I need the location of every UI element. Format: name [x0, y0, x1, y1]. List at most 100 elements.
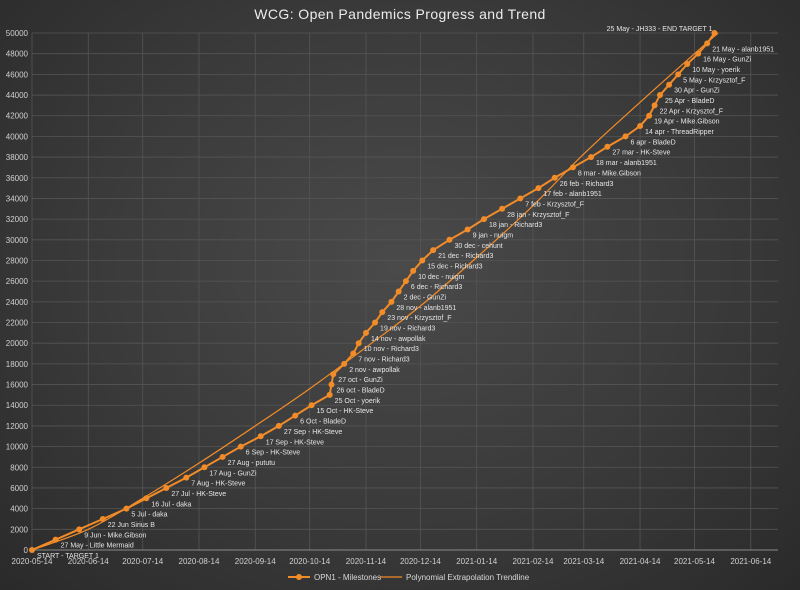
- data-point: [711, 30, 718, 36]
- milestone-label: 28 nov - alanb1951: [396, 305, 456, 312]
- legend: OPN1 - Milestones Polynomial Extrapolatio…: [288, 573, 530, 582]
- milestone-label: 9 Jun - Mike.Gibson: [84, 532, 146, 539]
- y-tick-label: 28000: [6, 256, 29, 265]
- milestone-label: 17 Sep - HK-Steve: [266, 439, 324, 446]
- data-point: [637, 123, 644, 130]
- data-point: [622, 133, 629, 140]
- milestone-label: 10 nov - Richard3: [364, 346, 419, 353]
- data-point: [163, 484, 170, 491]
- milestone-label: 2 nov - awpollak: [349, 367, 400, 374]
- data-point: [29, 547, 35, 553]
- y-tick-label: 46000: [6, 70, 29, 79]
- data-point: [143, 495, 150, 502]
- milestone-label: 27 mar - HK-Steve: [612, 150, 670, 157]
- milestone-label: 26 feb - Richard3: [560, 181, 614, 188]
- data-point: [237, 443, 244, 450]
- series-line-milestones: [31, 32, 716, 551]
- milestone-label: 6 Oct - BladeD: [300, 419, 346, 426]
- data-point: [604, 143, 611, 150]
- milestone-label: 27 oct - GunZi: [338, 377, 383, 384]
- data-point: [219, 453, 226, 460]
- legend-label-trend: Polynomial Extrapolation Trendline: [406, 573, 530, 582]
- milestone-label: 16 May - GunZi: [703, 57, 752, 64]
- milestone-label: 23 nov - Krzysztof_F: [387, 315, 451, 322]
- y-tick-label: 16000: [6, 381, 29, 390]
- data-point: [535, 185, 542, 192]
- milestone-label: 15 dec - Richard3: [427, 263, 482, 270]
- milestone-label: 21 May - alanb1951: [712, 46, 774, 53]
- milestone-label: 9 jan - nuigm: [473, 232, 514, 239]
- milestone-label: 6 dec - Richard3: [411, 284, 462, 291]
- y-tick-label: 10000: [6, 443, 29, 452]
- milestone-label: 2 dec - GunZi: [404, 295, 447, 302]
- milestone-label: START - TARGET 1: [37, 553, 99, 560]
- x-tick-label: 2020-06-14: [68, 557, 109, 566]
- legend-label-milestones: OPN1 - Milestones: [314, 573, 381, 582]
- y-tick-label: 26000: [6, 277, 29, 286]
- data-point: [328, 381, 335, 388]
- milestone-label: 7 feb - Krzysztof_F: [525, 201, 584, 208]
- milestone-label: 18 mar - alanb1951: [596, 160, 657, 167]
- y-axis-ticks: 0 2000 4000 6000 8000 10000 12000 14000 16000 180…: [6, 29, 29, 555]
- data-point: [410, 267, 417, 274]
- milestone-label: 22 Jun Sirius B: [108, 522, 155, 529]
- milestone-label: 7 Aug - HK-Steve: [191, 481, 245, 488]
- y-tick-label: 50000: [6, 29, 29, 38]
- data-point: [695, 50, 702, 57]
- legend-marker-milestones: [296, 574, 302, 580]
- milestone-label: 19 nov - Richard3: [380, 326, 435, 333]
- data-point: [569, 164, 576, 171]
- data-point: [430, 247, 437, 254]
- milestone-label: 6 apr - BladeD: [631, 139, 676, 146]
- milestone-label: 18 jan - Richard3: [489, 222, 542, 229]
- data-point: [341, 360, 348, 367]
- milestone-label: 28 jan - Krzysztof_F: [507, 212, 569, 219]
- x-axis-ticks: 2020-05-14 2020-06-14 2020-07-14 2020-08-14…: [12, 557, 772, 566]
- milestone-label: 10 May - yoerik: [692, 67, 740, 74]
- y-tick-label: 18000: [6, 360, 29, 369]
- milestone-label: 25 Oct - yoerik: [335, 398, 381, 405]
- y-tick-label: 38000: [6, 153, 29, 162]
- y-tick-label: 36000: [6, 174, 29, 183]
- trendline-layer: [31, 32, 719, 551]
- trendline: [31, 32, 719, 551]
- milestone-label: 10 dec - nuigm: [418, 274, 464, 281]
- y-tick-label: 6000: [10, 484, 28, 493]
- data-point: [402, 278, 409, 285]
- data-point: [480, 216, 487, 223]
- x-tick-label: 2020-10-14: [289, 557, 330, 566]
- data-point: [257, 433, 264, 440]
- x-tick-label: 2020-11-14: [346, 557, 387, 566]
- y-tick-label: 20000: [6, 339, 29, 348]
- milestone-label: 27 Jul - HK-Steve: [171, 491, 226, 498]
- data-point: [52, 536, 59, 543]
- y-tick-label: 2000: [10, 525, 28, 534]
- milestone-label: 8 mar - Mike.Gibson: [578, 170, 641, 177]
- chart-title: WCG: Open Pandemics Progress and Trend: [254, 6, 546, 22]
- series-layer: [29, 30, 718, 553]
- data-point: [201, 464, 208, 471]
- y-tick-label: 42000: [6, 112, 29, 121]
- y-tick-label: 14000: [6, 401, 29, 410]
- data-point: [657, 92, 664, 99]
- y-tick-label: 4000: [10, 505, 28, 514]
- milestone-label: 22 Apr - Krzysztof_F: [660, 108, 723, 115]
- milestone-label: 27 Sep - HK-Steve: [284, 429, 342, 436]
- milestone-label: 25 Apr - BladeD: [665, 98, 714, 105]
- milestone-label: 14 nov - awpollak: [371, 336, 426, 343]
- milestone-label: 5 May - Krzysztof_F: [683, 77, 745, 84]
- data-point: [372, 319, 379, 326]
- data-point: [646, 112, 653, 119]
- x-tick-label: 2021-04-14: [620, 557, 661, 566]
- x-tick-label: 2020-08-14: [179, 557, 220, 566]
- data-point: [704, 40, 711, 47]
- milestone-label: 27 Aug - pututu: [228, 460, 276, 467]
- milestone-label: 30 Apr - GunZi: [674, 88, 720, 95]
- data-point: [292, 412, 299, 419]
- y-tick-label: 22000: [6, 319, 29, 328]
- data-point: [183, 474, 190, 481]
- y-tick-label: 12000: [6, 422, 29, 431]
- data-point: [330, 371, 337, 378]
- data-point: [499, 205, 506, 212]
